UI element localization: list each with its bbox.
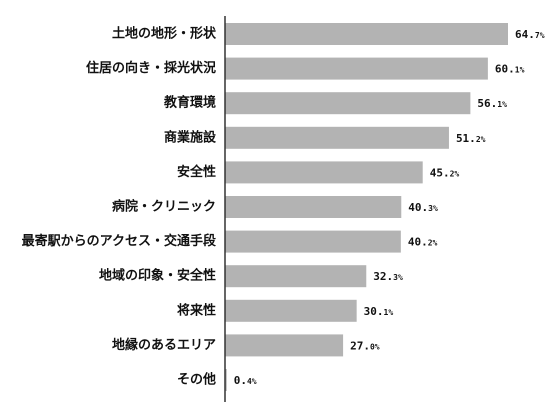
value-label-7-decimal: 3% xyxy=(393,273,403,282)
bar-4 xyxy=(225,161,423,184)
value-label-7: 32.3% xyxy=(373,270,403,283)
value-label-3-main: 51. xyxy=(456,132,476,145)
value-label-10-decimal: 4% xyxy=(247,377,257,386)
value-label-5-decimal: 3% xyxy=(428,204,438,213)
value-label-2: 56.1% xyxy=(477,97,507,110)
bar-10 xyxy=(225,369,227,391)
value-label-1: 60.1% xyxy=(495,63,525,76)
category-label-3: 商業施設 xyxy=(164,129,217,145)
category-label-7: 地域の印象・安全性 xyxy=(99,268,216,284)
bar-9 xyxy=(225,334,344,357)
value-label-2-main: 56. xyxy=(477,97,497,110)
value-label-1-main: 60. xyxy=(495,63,515,76)
value-label-10-main: 0. xyxy=(234,374,247,387)
value-labels: 64.7%60.1%56.1%51.2%45.2%40.3%40.2%32.3%… xyxy=(234,28,545,387)
bar-7 xyxy=(225,265,367,288)
value-label-5-main: 40. xyxy=(408,201,428,214)
bar-0 xyxy=(225,23,508,45)
bar-6 xyxy=(225,230,401,253)
value-label-4-decimal: 2% xyxy=(450,169,460,178)
category-label-8: 将来性 xyxy=(177,302,216,318)
value-label-0-main: 64. xyxy=(515,28,535,41)
category-label-1: 住居の向き・採光状況 xyxy=(86,60,216,76)
category-label-4: 安全性 xyxy=(177,164,216,180)
value-label-8-decimal: 1% xyxy=(384,308,394,317)
value-label-9-decimal: 0% xyxy=(370,342,380,351)
value-label-8: 30.1% xyxy=(364,305,394,318)
bars xyxy=(225,23,508,391)
value-label-6-decimal: 2% xyxy=(428,239,438,248)
value-label-6: 40.2% xyxy=(408,236,438,249)
value-label-9: 27.0% xyxy=(350,339,380,352)
value-label-1-decimal: 1% xyxy=(515,66,525,75)
category-label-10: その他 xyxy=(177,372,216,388)
bar-8 xyxy=(225,299,357,322)
value-label-4-main: 45. xyxy=(430,166,450,179)
value-label-9-main: 27. xyxy=(350,339,370,352)
category-label-5: 病院・クリニック xyxy=(112,199,216,215)
value-label-7-main: 32. xyxy=(373,270,393,283)
value-label-2-decimal: 1% xyxy=(497,100,507,109)
category-label-9: 地縁のあるエリア xyxy=(112,337,216,353)
value-label-5: 40.3% xyxy=(408,201,438,214)
category-label-6: 最寄駅からのアクセス・交通手段 xyxy=(22,233,216,249)
value-label-10: 0.4% xyxy=(234,374,257,387)
value-label-3-decimal: 2% xyxy=(476,135,486,144)
category-label-0: 土地の地形・形状 xyxy=(112,26,217,42)
value-label-3: 51.2% xyxy=(456,132,486,145)
value-label-0: 64.7% xyxy=(515,28,545,41)
value-label-4: 45.2% xyxy=(430,166,460,179)
category-label-2: 教育環境 xyxy=(163,95,216,111)
bar-3 xyxy=(225,126,449,149)
category-labels: 土地の地形・形状住居の向き・採光状況教育環境商業施設安全性病院・クリニック最寄駅… xyxy=(22,26,217,388)
value-label-8-main: 30. xyxy=(364,305,384,318)
bar-5 xyxy=(225,196,402,218)
bar-1 xyxy=(225,57,488,80)
bar-2 xyxy=(225,92,471,115)
value-label-6-main: 40. xyxy=(408,236,428,249)
value-label-0-decimal: 7% xyxy=(535,31,545,40)
